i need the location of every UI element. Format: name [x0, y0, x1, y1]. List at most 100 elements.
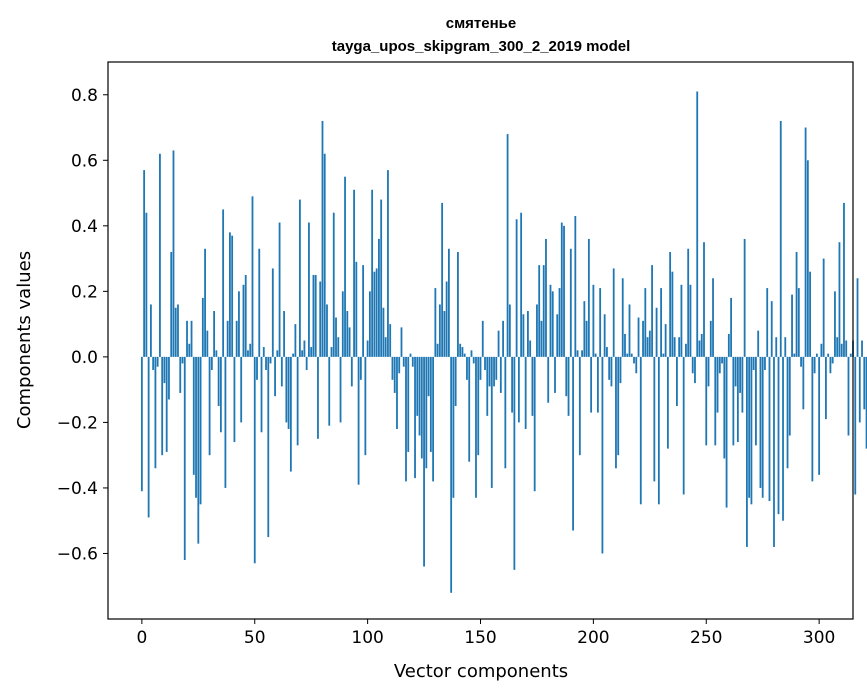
bar	[165, 356, 168, 452]
bar	[366, 340, 369, 357]
y-tick-label: 0.4	[71, 217, 98, 237]
bar	[208, 356, 211, 456]
bar	[470, 350, 473, 357]
bar	[219, 356, 222, 433]
bar	[405, 356, 407, 482]
bar	[186, 320, 188, 357]
bar	[289, 356, 292, 472]
bar	[402, 356, 405, 367]
bar	[572, 356, 574, 531]
bar	[624, 333, 626, 357]
y-tick-label: 0.0	[71, 348, 98, 368]
bar	[834, 291, 836, 357]
bar	[531, 356, 534, 416]
bar	[727, 333, 730, 357]
bar	[170, 252, 173, 357]
bar	[269, 356, 272, 364]
bar	[612, 268, 615, 357]
bar	[278, 222, 281, 357]
bar	[639, 356, 642, 505]
bar	[274, 356, 276, 397]
bar	[172, 150, 175, 357]
bar	[820, 343, 823, 357]
bar	[495, 356, 498, 380]
bar	[199, 356, 202, 505]
bar	[416, 356, 419, 416]
x-axis-label: Vector components	[394, 661, 568, 682]
bar	[831, 356, 834, 364]
bar	[477, 356, 480, 456]
bar	[472, 356, 475, 364]
bar	[481, 320, 484, 357]
bar	[682, 356, 685, 495]
bar	[303, 340, 306, 357]
bar	[337, 337, 340, 357]
bar	[608, 356, 611, 380]
bar	[364, 356, 367, 456]
bar	[355, 261, 358, 357]
bar	[558, 288, 561, 357]
bar	[666, 356, 669, 449]
bar	[786, 356, 789, 469]
bar	[368, 291, 371, 357]
bar	[179, 356, 182, 393]
bar	[310, 347, 313, 357]
bar	[323, 153, 326, 357]
bar	[438, 304, 441, 357]
bar	[782, 356, 784, 521]
bar	[694, 356, 696, 384]
bar	[445, 281, 448, 357]
y-axis-ticks: −0.6 −0.4 −0.2 0.0 0.2 0.4 0.6 0.8	[57, 86, 108, 564]
bar	[536, 304, 538, 357]
bar	[563, 225, 565, 357]
bar	[574, 215, 577, 357]
bar	[192, 356, 195, 475]
bar	[583, 301, 586, 357]
bar	[188, 343, 191, 357]
bar	[549, 284, 552, 357]
bar	[287, 356, 290, 429]
bar	[235, 320, 238, 357]
bar	[809, 271, 812, 357]
x-tick-label: 50	[244, 628, 266, 648]
bar	[554, 356, 556, 393]
bar	[389, 324, 392, 357]
bar	[409, 353, 412, 357]
bar	[764, 356, 766, 370]
bar	[651, 265, 653, 357]
bar	[843, 202, 845, 357]
bar	[233, 356, 236, 443]
bar	[335, 317, 337, 357]
bar	[648, 330, 651, 357]
bar	[621, 278, 624, 357]
bar	[619, 356, 622, 384]
bar	[265, 356, 267, 370]
bar	[533, 356, 536, 492]
bar	[847, 356, 850, 436]
bar	[506, 134, 509, 357]
bar	[305, 356, 308, 370]
bar	[603, 314, 606, 357]
bar	[301, 350, 304, 357]
bar	[267, 356, 270, 538]
bar	[382, 307, 385, 357]
bar	[375, 268, 378, 357]
bar	[660, 288, 663, 357]
bar	[258, 248, 261, 357]
bar	[454, 356, 457, 407]
bar	[664, 324, 667, 357]
bar	[773, 356, 775, 547]
bar	[700, 333, 703, 357]
bar	[357, 356, 360, 485]
bar	[822, 258, 825, 357]
bar	[736, 356, 739, 443]
bar	[508, 304, 511, 357]
bar	[240, 356, 243, 423]
bar	[210, 356, 213, 370]
bar	[332, 212, 335, 357]
bar	[856, 278, 859, 357]
bar	[497, 330, 500, 357]
bar	[429, 356, 432, 452]
bar	[538, 265, 541, 357]
x-tick-label: 150	[464, 628, 496, 648]
